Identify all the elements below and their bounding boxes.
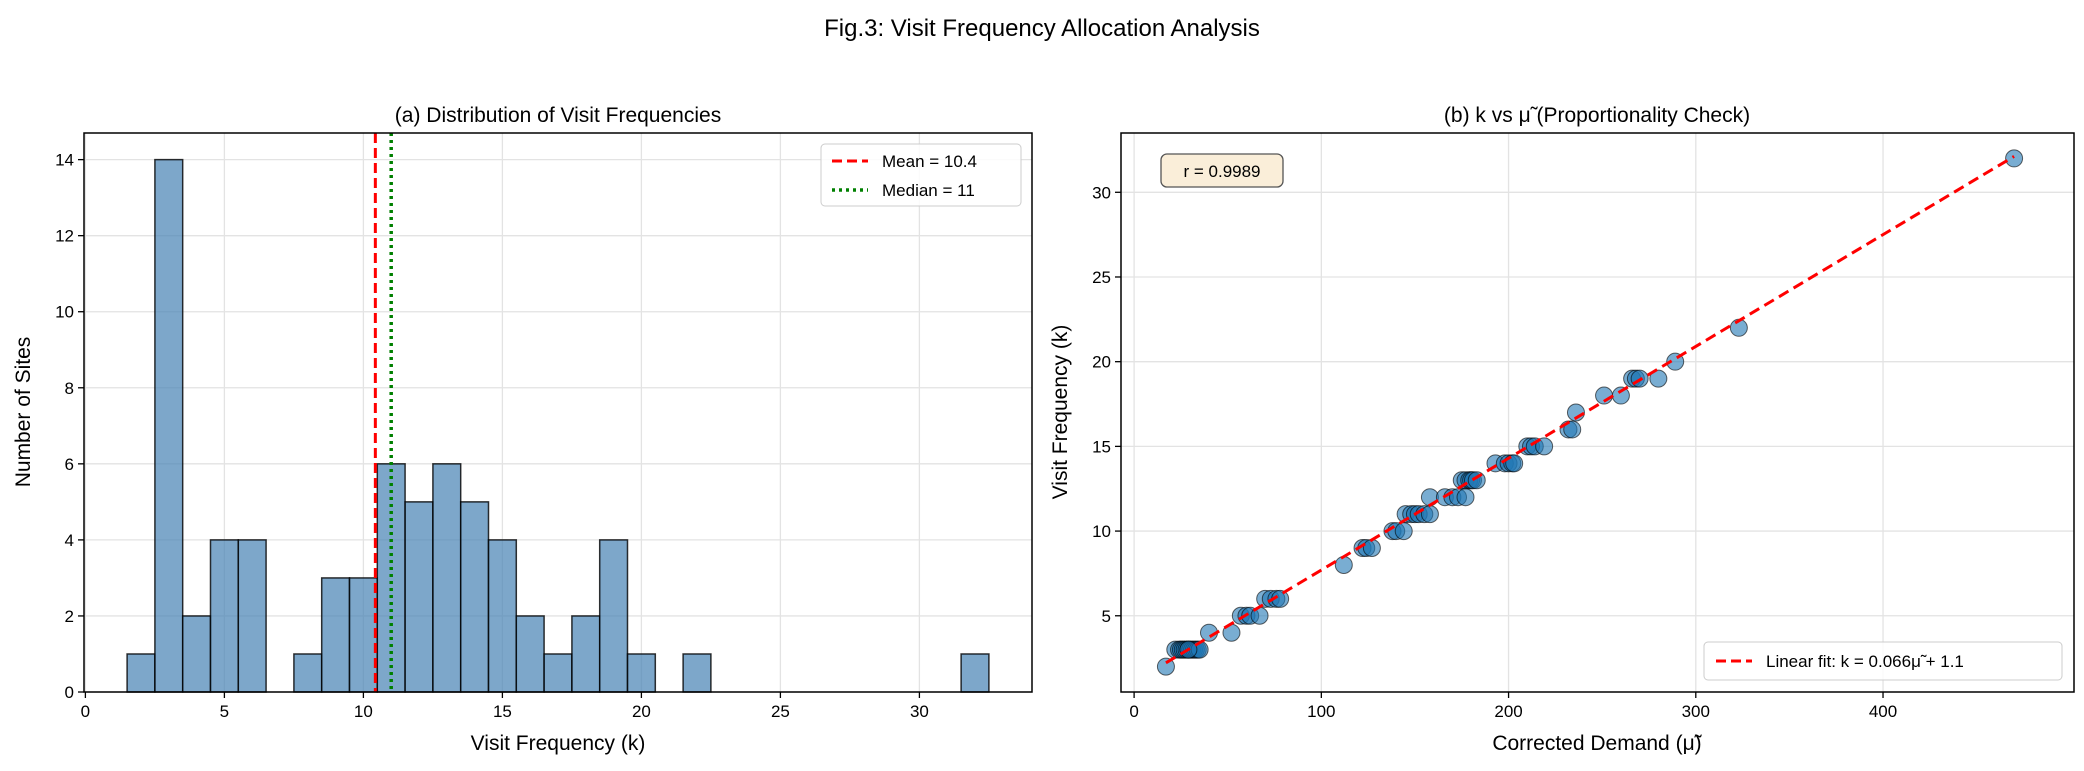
scatter-point (1535, 437, 1554, 456)
x-tick-label: 10 (354, 702, 373, 721)
correlation-text: r = 0.9989 (1183, 162, 1260, 181)
x-tick-label: 20 (632, 702, 651, 721)
histogram-bars (126, 158, 990, 693)
scatter-point (1563, 420, 1582, 439)
histogram-bar (348, 577, 379, 693)
panel-title: (b) k vs μ̃ (Proportionality Check) (1444, 104, 1750, 127)
grid-lines (84, 133, 1032, 693)
histogram-bar (682, 653, 712, 693)
histogram-bar (598, 539, 629, 693)
y-tick-label: 12 (55, 227, 74, 246)
x-tick-label: 15 (493, 702, 512, 721)
histogram-bar (237, 539, 267, 693)
x-tick-label: 0 (81, 702, 90, 721)
axes-frame (1120, 132, 2075, 693)
grid-lines (1121, 133, 2074, 692)
axes-frame (83, 132, 1033, 693)
x-tick-label: 300 (1682, 702, 1710, 721)
histogram-bar (154, 158, 184, 693)
scatter-point (1420, 505, 1439, 524)
y-tick-label: 20 (1092, 353, 1111, 372)
legend-mean: Mean = 10.4 (882, 152, 977, 171)
figure-title: Fig.3: Visit Frequency Allocation Analys… (824, 15, 1260, 42)
histogram-bar (432, 463, 462, 693)
x-tick-label: 100 (1307, 702, 1335, 721)
histogram-bar (181, 615, 212, 693)
y-tick-label: 10 (1092, 522, 1111, 541)
histogram-bar (404, 501, 434, 693)
histogram-bar (543, 653, 573, 693)
x-tick-label: 0 (1129, 702, 1138, 721)
scatter-panel: 0 100 200 300 400 5 10 15 20 25 30 (b) k vs μ̃ (Pr… (1049, 104, 2075, 755)
y-tick-label: 10 (55, 303, 74, 322)
scatter-point (1649, 369, 1668, 388)
legend-fit: Linear fit: k = 0.066μ̃ + 1.1 (1766, 652, 1964, 671)
scatter-point (1334, 555, 1353, 574)
y-tick-label: 14 (55, 151, 74, 170)
x-axis-label: Visit Frequency (k) (471, 732, 646, 755)
scatter-point (1394, 522, 1413, 541)
histogram-bar (487, 539, 518, 693)
y-tick-label: 15 (1092, 437, 1111, 456)
y-tick-label: 6 (65, 455, 74, 474)
histogram-bar (960, 653, 990, 693)
histogram-bar (320, 577, 351, 693)
scatter-point (1156, 657, 1175, 676)
histogram-bar (626, 653, 657, 693)
legend: Linear fit: k = 0.066μ̃ + 1.1 (1703, 641, 2063, 681)
y-tick-label: 5 (1102, 607, 1111, 626)
y-tick-label: 2 (65, 607, 74, 626)
x-tick-label: 5 (220, 702, 229, 721)
y-axis-label: Number of Sites (12, 337, 35, 488)
y-tick-label: 0 (65, 683, 74, 702)
y-tick-label: 8 (65, 379, 74, 398)
x-tick-label: 400 (1869, 702, 1897, 721)
histogram-bar (459, 501, 490, 693)
scatter-point (1467, 471, 1486, 490)
histogram-bar (209, 539, 240, 693)
histogram-bar (571, 615, 601, 693)
x-tick-label: 30 (910, 702, 929, 721)
correlation-annotation: r = 0.9989 (1160, 153, 1284, 188)
x-tick-label: 25 (771, 702, 790, 721)
legend-median: Median = 11 (882, 181, 975, 200)
histogram-bar (126, 653, 156, 693)
x-tick-label: 200 (1494, 702, 1522, 721)
axis-ticks: 0 100 200 300 400 5 10 15 20 25 30 (1092, 183, 1897, 721)
y-tick-label: 25 (1092, 268, 1111, 287)
x-axis-label: Corrected Demand (μ̃) (1492, 732, 1702, 755)
scatter-point (1456, 488, 1475, 507)
legend: Mean = 10.4 Median = 11 (820, 143, 1022, 207)
scatter-points (1156, 149, 2024, 676)
y-axis-label: Visit Frequency (k) (1049, 325, 1072, 500)
reference-lines (373, 133, 393, 692)
histogram-bar (515, 615, 545, 693)
axis-ticks: 0 5 10 15 20 25 30 0 2 4 6 8 10 12 14 (55, 151, 929, 721)
y-tick-label: 30 (1092, 183, 1111, 202)
fit-line (1165, 155, 2015, 665)
panel-title: (a) Distribution of Visit Frequencies (395, 104, 721, 127)
scatter-point (1362, 539, 1381, 558)
histogram-panel: 0 5 10 15 20 25 30 0 2 4 6 8 10 12 14 (a) Distribution… (12, 104, 1033, 755)
scatter-point (2005, 149, 2024, 168)
histogram-bar (293, 653, 323, 693)
y-tick-label: 4 (65, 531, 74, 550)
